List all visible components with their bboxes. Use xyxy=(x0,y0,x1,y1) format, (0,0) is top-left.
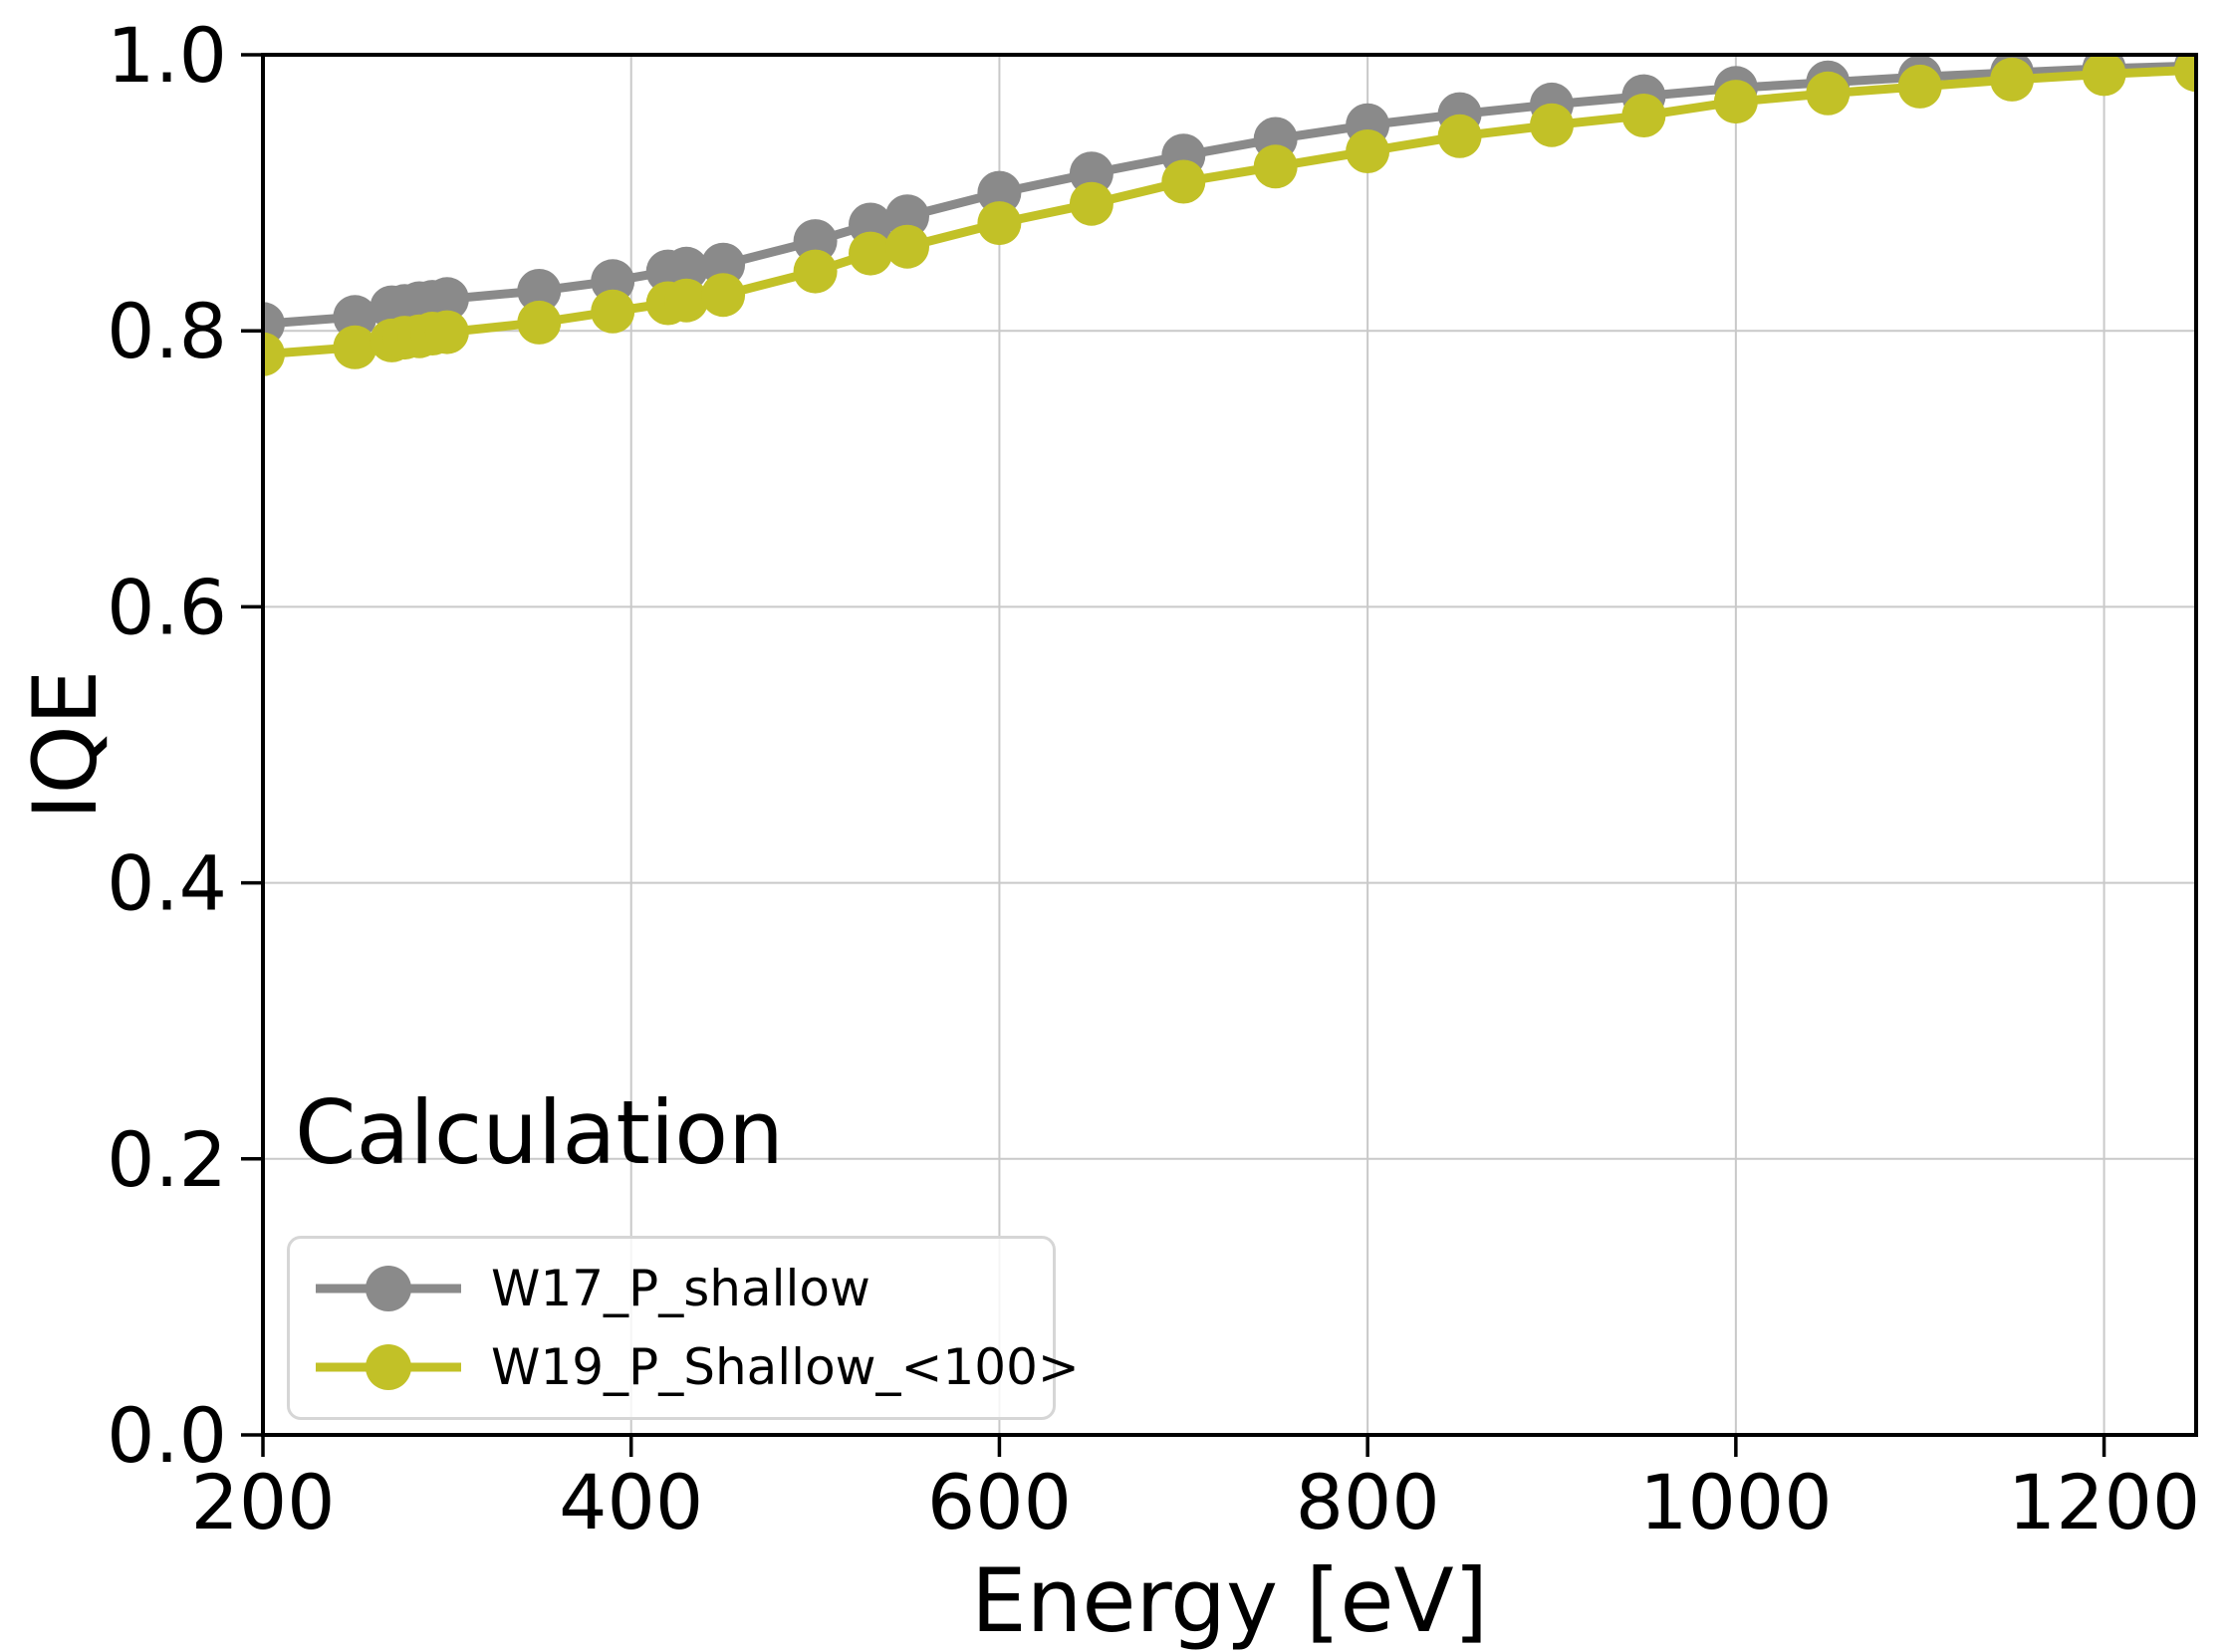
w19-marker xyxy=(333,325,377,369)
w19-marker xyxy=(1530,103,1574,147)
w19-marker xyxy=(1897,64,1942,109)
w19-legend-marker-icon xyxy=(316,1344,461,1391)
w19-marker xyxy=(1437,114,1482,158)
w19-marker xyxy=(664,278,709,323)
legend-item-w19: W19_P_Shallow_<100> xyxy=(314,1335,1080,1399)
w19-marker xyxy=(977,201,1022,246)
x-tick-label: 200 xyxy=(190,1458,335,1546)
y-tick-label: 0.2 xyxy=(107,1115,227,1204)
w19-marker xyxy=(1069,181,1114,226)
w17-marker xyxy=(793,219,838,264)
w19-marker xyxy=(701,273,746,318)
w19-marker xyxy=(849,231,892,276)
y-tick-label: 0.8 xyxy=(107,287,227,375)
w19-marker xyxy=(591,289,635,334)
w17-marker xyxy=(701,242,746,287)
y-tick-label: 0.0 xyxy=(107,1391,227,1480)
w19-marker xyxy=(517,300,562,345)
w17-marker xyxy=(1069,151,1114,196)
x-tick-label: 1200 xyxy=(2008,1458,2200,1546)
y-tick-label: 0.6 xyxy=(107,563,227,651)
w19-marker xyxy=(1161,159,1206,204)
w19-marker xyxy=(793,249,838,294)
w17-marker xyxy=(424,277,469,322)
w19-marker xyxy=(263,332,285,376)
y-tick-label: 1.0 xyxy=(107,11,227,100)
w17-legend-marker-icon xyxy=(316,1265,461,1311)
w19-marker xyxy=(2174,55,2196,93)
series-group xyxy=(263,55,2196,376)
x-axis-label: Energy [eV] xyxy=(970,1549,1489,1652)
w17-marker xyxy=(664,246,709,291)
w19-marker xyxy=(1621,94,1666,137)
x-tick-label: 1000 xyxy=(1639,1458,1832,1546)
w19-marker xyxy=(1713,80,1758,124)
legend-label-w17: W17_P_shallow xyxy=(491,1259,870,1317)
w17-marker xyxy=(885,194,929,239)
axes-spines xyxy=(261,53,2198,1437)
y-axis-label: IQE xyxy=(13,669,117,821)
legend-label-w19: W19_P_Shallow_<100> xyxy=(491,1338,1080,1397)
w19-marker xyxy=(1346,129,1390,173)
w17-marker xyxy=(333,295,377,340)
w19-marker xyxy=(1990,57,2035,102)
calculation-annotation: Calculation xyxy=(295,1081,784,1184)
x-tick-label: 600 xyxy=(927,1458,1072,1546)
w19-marker xyxy=(1806,71,1851,116)
x-tick-label: 800 xyxy=(1296,1458,1440,1546)
w19-marker xyxy=(424,310,469,354)
w19-marker xyxy=(1253,144,1298,189)
legend-box: W17_P_shallow W19_P_Shallow_<100> xyxy=(287,1236,1080,1420)
w19-marker xyxy=(885,224,929,269)
y-tick-label: 0.4 xyxy=(107,839,227,928)
legend-item-w17: W17_P_shallow xyxy=(314,1257,1053,1320)
w17-marker xyxy=(517,269,562,313)
w17-marker xyxy=(977,170,1022,215)
w19-marker xyxy=(2082,55,2126,97)
x-tick-label: 400 xyxy=(559,1458,703,1546)
w17-marker xyxy=(591,259,635,304)
